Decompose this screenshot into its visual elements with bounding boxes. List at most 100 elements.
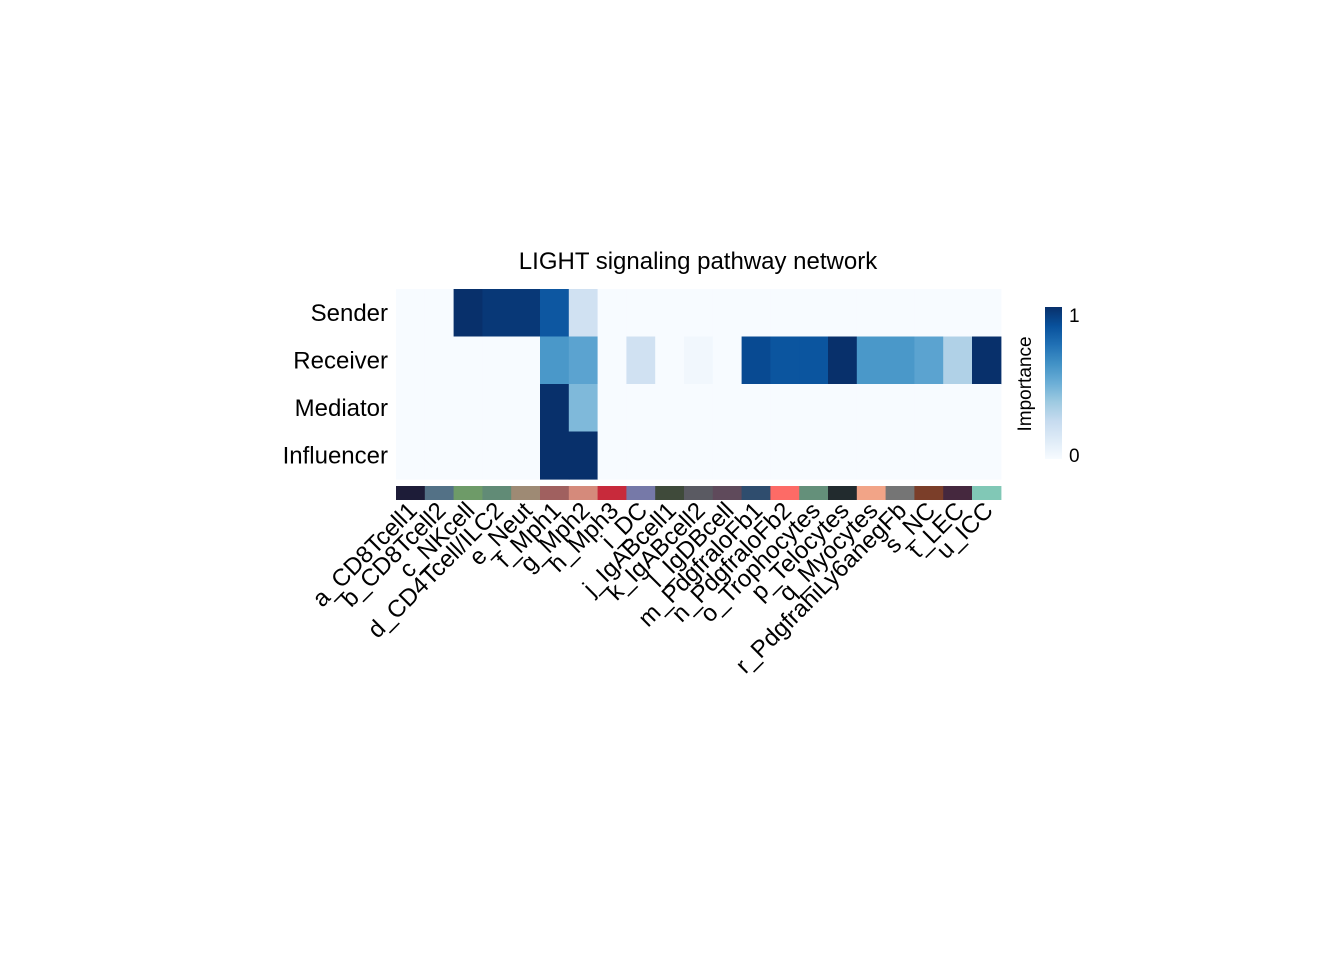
heatmap-cell: [770, 384, 800, 433]
heatmap-cell: [684, 384, 714, 433]
column-color-bar: [396, 486, 1002, 500]
heatmap-cell: [540, 384, 570, 433]
heatmap-cell: [482, 289, 512, 338]
heatmap-cell: [828, 289, 858, 338]
heatmap-cell: [655, 336, 685, 385]
heatmap-cell: [972, 384, 1002, 433]
heatmap-cell: [885, 336, 915, 385]
column-color-swatch: [511, 486, 541, 500]
heatmap-cell: [453, 289, 483, 338]
heatmap-cell: [482, 431, 512, 480]
heatmap-cell: [741, 336, 771, 385]
column-color-swatch: [828, 486, 858, 500]
heatmap-cell: [856, 289, 887, 338]
heatmap-cell: [597, 289, 627, 338]
heatmap-cell: [856, 431, 887, 480]
column-color-swatch: [799, 486, 829, 500]
heatmap-cell: [453, 384, 483, 433]
heatmap-cell: [684, 336, 714, 385]
column-color-swatch: [770, 486, 800, 500]
heatmap-cell: [626, 431, 656, 480]
heatmap-cell: [914, 384, 944, 433]
heatmap-cell: [799, 289, 829, 338]
heatmap-cell: [943, 336, 973, 385]
heatmap-cell: [626, 289, 656, 338]
heatmap-cell: [770, 336, 800, 385]
heatmap-cell: [655, 289, 685, 338]
row-label: Receiver: [293, 347, 388, 374]
heatmap-cell: [597, 431, 627, 480]
heatmap-cell: [597, 384, 627, 433]
heatmap-cell: [972, 336, 1002, 385]
heatmap-cell: [799, 336, 829, 385]
column-color-swatch: [424, 486, 455, 500]
heatmap-cell: [655, 431, 685, 480]
heatmap-cell: [424, 384, 455, 433]
heatmap-cell: [770, 431, 800, 480]
heatmap-cell: [453, 431, 483, 480]
colorbar-max-label: 1: [1069, 306, 1080, 327]
heatmap-cell: [914, 289, 944, 338]
heatmap-cell: [511, 384, 541, 433]
heatmap-cell: [424, 431, 455, 480]
heatmap-cell: [741, 384, 771, 433]
heatmap-cell: [828, 384, 858, 433]
heatmap-cell: [712, 431, 743, 480]
colorbar-title: Importance: [1015, 336, 1036, 431]
heatmap-cell: [568, 289, 599, 338]
heatmap-cell: [712, 289, 743, 338]
heatmap-cell: [828, 336, 858, 385]
colorbar-gradient: [1045, 307, 1062, 459]
heatmap-cell: [626, 336, 656, 385]
column-color-swatch: [540, 486, 570, 500]
heatmap-cell: [540, 431, 570, 480]
column-color-swatch: [568, 486, 599, 500]
heatmap-cell: [396, 431, 426, 480]
heatmap-cell: [972, 431, 1002, 480]
heatmap-cell: [712, 336, 743, 385]
heatmap-cell: [770, 289, 800, 338]
column-color-swatch: [943, 486, 973, 500]
column-color-swatch: [655, 486, 685, 500]
heatmap-cell: [568, 384, 599, 433]
heatmap-cell: [396, 384, 426, 433]
heatmap-cell: [482, 336, 512, 385]
heatmap-cell: [885, 289, 915, 338]
heatmap-cell: [914, 336, 944, 385]
column-color-swatch: [885, 486, 915, 500]
heatmap-cell: [540, 336, 570, 385]
heatmap-cell: [684, 431, 714, 480]
heatmap-cell: [741, 289, 771, 338]
heatmap-cell: [424, 336, 455, 385]
heatmap-cell: [511, 336, 541, 385]
heatmap-cell: [712, 384, 743, 433]
row-label: Sender: [311, 300, 388, 327]
heatmap-cell: [482, 384, 512, 433]
colorbar-min-label: 0: [1069, 446, 1080, 467]
column-color-swatch: [597, 486, 627, 500]
heatmap-cell: [396, 289, 426, 338]
column-color-swatch: [856, 486, 887, 500]
heatmap-cell: [511, 289, 541, 338]
column-labels: a_CD8Tcell1b_CD8Tcell2c_NKcelld_CD4Tcell…: [307, 497, 998, 679]
row-label: Mediator: [295, 395, 388, 422]
heatmap-cell: [453, 336, 483, 385]
column-color-swatch: [741, 486, 771, 500]
heatmap-cell: [885, 431, 915, 480]
heatmap-cell: [655, 384, 685, 433]
heatmap-cell: [396, 336, 426, 385]
heatmap-cell: [972, 289, 1002, 338]
column-color-swatch: [684, 486, 714, 500]
heatmap-cell: [511, 431, 541, 480]
heatmap-cell: [424, 289, 455, 338]
heatmap-cell: [597, 336, 627, 385]
column-color-swatch: [453, 486, 483, 500]
heatmap-cell: [885, 384, 915, 433]
heatmap-cell: [828, 431, 858, 480]
column-color-swatch: [626, 486, 656, 500]
row-labels: Sender Receiver Mediator Influencer: [283, 300, 388, 470]
colorbar-legend: 1 0 Importance: [1015, 306, 1080, 467]
heatmap-cell: [684, 289, 714, 338]
heatmap-cells: [396, 289, 1002, 480]
